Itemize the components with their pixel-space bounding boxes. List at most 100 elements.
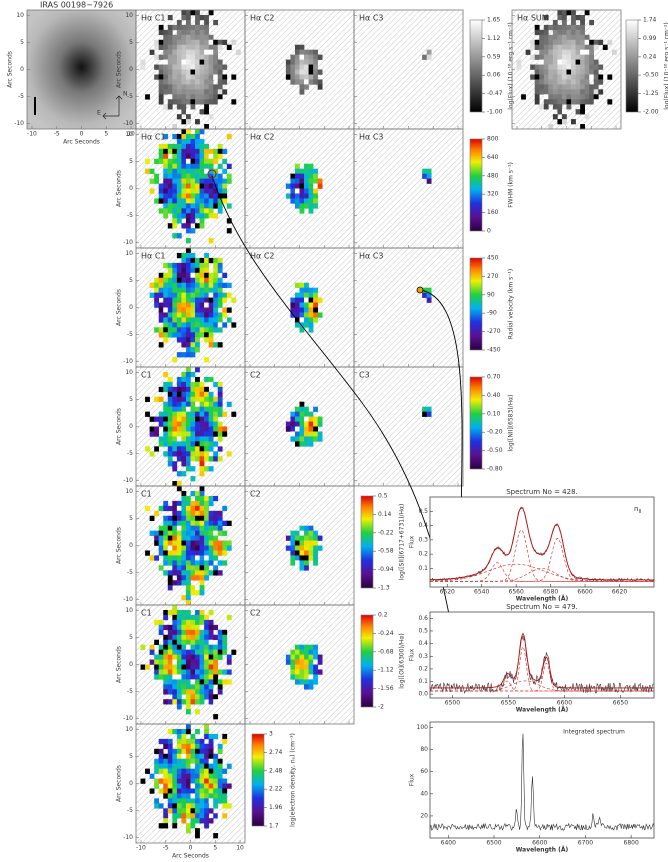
pixel <box>185 376 191 383</box>
pixel <box>199 490 205 497</box>
pixel <box>304 49 309 55</box>
pixel <box>190 401 196 407</box>
pixel <box>304 297 309 303</box>
x-tick-label: 5 <box>213 845 217 852</box>
pixel <box>543 14 549 21</box>
pixel <box>158 654 164 660</box>
pixel <box>222 188 228 194</box>
pixel <box>199 530 205 536</box>
pixel <box>548 84 554 90</box>
pixel <box>181 322 187 328</box>
pixel <box>217 148 223 155</box>
pixel <box>181 401 187 407</box>
model-fit <box>430 632 654 689</box>
pixel <box>213 19 219 26</box>
pixel <box>199 396 205 403</box>
pixel <box>195 446 200 452</box>
pixel <box>313 550 318 556</box>
pixel <box>185 119 191 125</box>
pixel <box>176 540 182 546</box>
pixel <box>176 193 182 199</box>
pixel <box>589 64 595 70</box>
pixel <box>294 74 300 80</box>
pixel <box>199 634 205 641</box>
pixel <box>222 545 228 551</box>
pixel <box>199 282 205 288</box>
pixel <box>208 74 214 80</box>
pixel <box>167 287 173 293</box>
pixel <box>195 69 200 75</box>
pixel <box>167 69 173 75</box>
pixel <box>185 724 191 730</box>
pixel <box>213 456 219 462</box>
pixel <box>190 689 196 695</box>
pixel <box>580 69 585 75</box>
pixel <box>304 540 309 546</box>
pixel <box>199 803 205 809</box>
pixel <box>199 669 205 675</box>
pixel <box>208 163 214 169</box>
pixel <box>172 213 178 219</box>
pixel <box>176 34 182 41</box>
pixel <box>172 401 178 407</box>
pixel <box>172 44 178 50</box>
pixel <box>575 79 581 85</box>
pixel <box>185 114 191 120</box>
pixel <box>167 446 173 452</box>
pixel <box>158 763 164 769</box>
pixel <box>195 520 200 526</box>
pixel <box>213 699 219 705</box>
pixel <box>195 743 200 750</box>
pixel <box>290 302 296 308</box>
spectrum-tag: nII <box>634 505 641 515</box>
pixel <box>195 575 200 581</box>
y-tick-label: 0 <box>20 66 24 73</box>
pixel <box>181 768 187 774</box>
pixel <box>163 203 169 209</box>
pixel <box>199 198 205 204</box>
pixel <box>176 768 182 774</box>
y-tick-label: 0.3 <box>418 653 428 660</box>
pixel <box>190 515 196 522</box>
pixel <box>172 505 178 512</box>
pixel <box>213 213 219 219</box>
colorbar <box>469 257 483 351</box>
pixel <box>181 84 187 90</box>
pixel <box>299 664 305 670</box>
pixel <box>222 778 228 784</box>
pixel <box>204 728 209 735</box>
pixel <box>195 500 200 507</box>
pixel <box>181 634 187 641</box>
pixel <box>163 371 169 378</box>
pixel <box>557 34 563 41</box>
pixel <box>226 679 232 685</box>
pixel <box>213 292 219 298</box>
pixel <box>294 436 300 442</box>
pixel <box>199 535 205 541</box>
pixel <box>308 426 314 432</box>
pixel <box>163 530 169 536</box>
pixel <box>172 69 178 75</box>
pixel <box>199 74 205 80</box>
pixel <box>199 59 205 65</box>
pixel <box>294 421 300 427</box>
pixel <box>299 282 305 288</box>
pixel <box>304 416 309 422</box>
pixel <box>167 659 173 665</box>
pixel <box>190 783 196 789</box>
pixel <box>213 421 219 427</box>
pixel <box>181 500 187 507</box>
pixel <box>213 733 219 740</box>
pixel <box>213 322 219 328</box>
pixel <box>213 530 219 536</box>
pixel <box>176 530 182 536</box>
pixel <box>172 193 178 199</box>
pixel <box>172 396 178 403</box>
pixel <box>204 644 209 650</box>
pixel <box>226 228 232 234</box>
pixel <box>190 694 196 700</box>
pixel <box>181 119 187 125</box>
pixel <box>195 689 200 695</box>
pixel <box>190 803 196 809</box>
pixel <box>172 525 178 531</box>
